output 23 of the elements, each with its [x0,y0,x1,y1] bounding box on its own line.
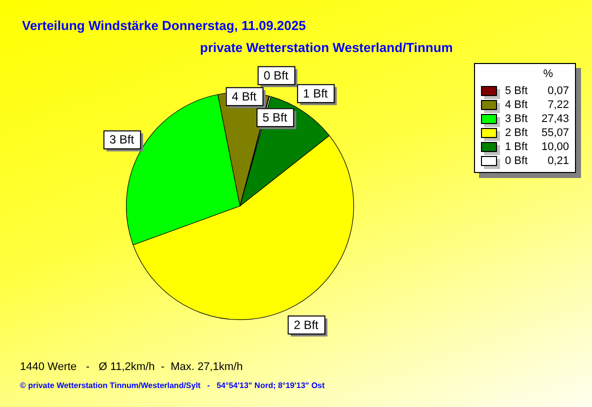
legend-label: 3 Bft [505,113,529,125]
data-label: 55,07 [540,127,569,139]
legend-label: 5 Bft [505,85,529,97]
slice-label: 3 Bft [109,132,135,147]
data-label: 27,43 [540,113,569,125]
legend-title: % [542,68,554,80]
slice-label: 0 Bft [264,68,289,82]
legend-label: 1 Bft [505,141,529,153]
data-label: 0,21 [546,155,569,167]
text: © private Wetterstation Tinnum/Westerland/Sylt - 54°54'13" Nord; 8°19'13" Ost [20,381,325,390]
data-label: 7,22 [546,99,569,111]
data-label: 0,07 [546,85,569,97]
legend-label: 0 Bft [505,155,529,167]
category-label: 5 Bft [262,110,288,124]
slice-label: 2 Bft [294,318,320,332]
text: 1440 Werte - Ø 11,2km/h - Max. 27,1km/h [20,361,243,373]
slice-label: 1 Bft [303,86,328,100]
chart-subtitle: private Wetterstation Westerland/Tinnum [200,40,453,55]
slice-label: 4 Bft [232,89,258,104]
legend-label: 2 Bft [505,127,529,139]
data-label: 10,00 [540,141,569,153]
chart-title: Verteilung Windstärke Donnerstag, 11.09.2025 [22,18,306,33]
legend-label: 4 Bft [505,99,529,111]
